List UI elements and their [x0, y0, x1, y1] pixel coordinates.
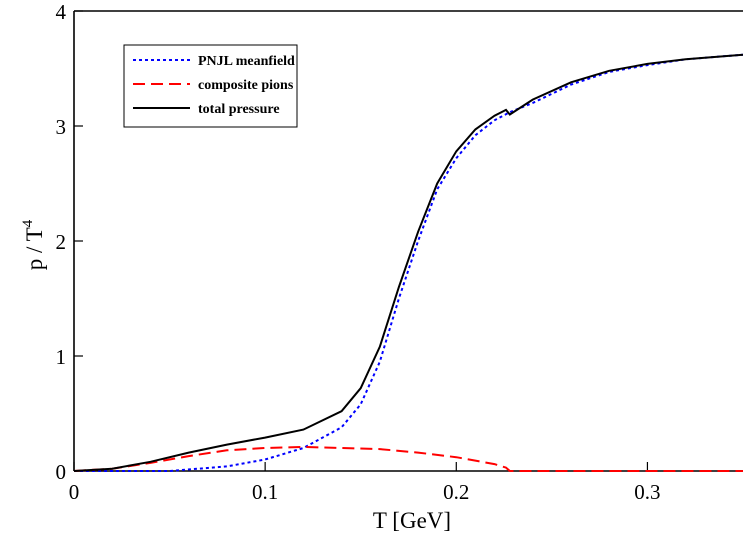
series-line-total-pressure — [73, 53, 743, 472]
legend-box — [123, 44, 298, 128]
y-tick-label: 1 — [56, 345, 67, 369]
x-tick-label: 0 — [69, 480, 80, 504]
y-tick-label: 2 — [56, 230, 67, 254]
axis-ticks: 0 0.1 0.2 0.3 0 1 2 3 4 — [56, 0, 661, 504]
x-tick-label: 0.3 — [634, 480, 660, 504]
series-line-pnjl-meanfield — [74, 53, 743, 472]
x-tick-label: 0.1 — [252, 480, 278, 504]
series-lines — [73, 53, 743, 472]
y-tick-label: 0 — [56, 460, 67, 484]
y-tick-label: 4 — [56, 0, 67, 24]
legend-label-pions: composite pions — [198, 78, 294, 93]
legend-label-total: total pressure — [198, 102, 280, 117]
x-tick-label: 0.2 — [443, 480, 469, 504]
svg-text:p / T4: p / T4 — [20, 219, 47, 270]
legend-label-pnjl: PNJL meanfield — [198, 54, 295, 69]
x-axis-title: T [GeV] — [373, 508, 451, 533]
legend: PNJL meanfield composite pions total pre… — [123, 44, 298, 128]
y-axis-title: p / T4 — [20, 219, 47, 270]
y-axis-title-main: p / T — [22, 227, 47, 270]
y-axis-title-superscript: 4 — [20, 219, 36, 227]
series-line-composite-pions — [73, 445, 743, 472]
y-tick-label: 3 — [56, 115, 67, 139]
